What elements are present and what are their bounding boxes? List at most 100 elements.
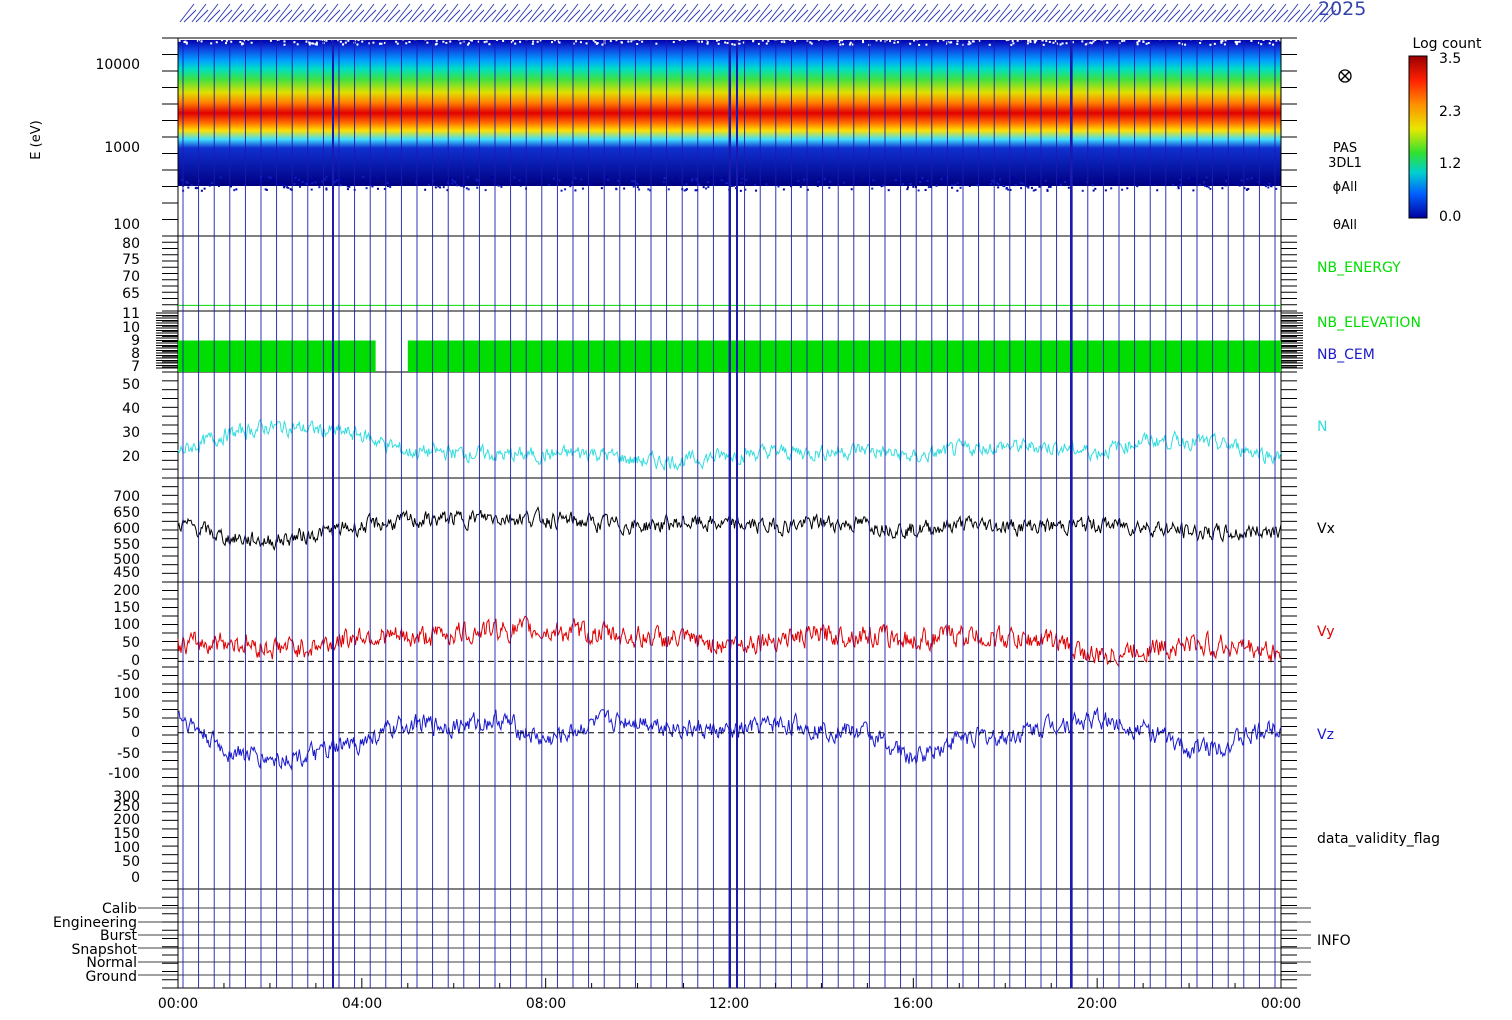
spectrogram-speckle — [380, 42, 383, 45]
spectrogram-speckle — [1016, 39, 1019, 42]
spectrogram-speckle — [1262, 38, 1265, 41]
spectrogram-speckle — [1052, 41, 1055, 44]
info-ytick-ground: Ground — [86, 969, 138, 985]
spectrogram-speckle — [247, 38, 250, 41]
spectrogram-speckle — [1012, 42, 1015, 45]
spectrogram-speckle — [697, 183, 700, 186]
validity-ytick-250: 250 — [113, 799, 140, 815]
info-ytick-engineering: Engineering — [53, 915, 137, 931]
colorbar-tick-1-2: 1.2 — [1439, 156, 1461, 172]
header-date-glyph — [203, 3, 221, 23]
spectrogram-speckle — [649, 189, 652, 192]
spectrogram-speckle — [1198, 183, 1201, 186]
spectrogram-speckle — [848, 43, 851, 46]
panel-vy: 200 150 100 50 0 -50 Vy — [113, 583, 1334, 684]
spectrogram-speckle — [1136, 41, 1139, 44]
nb-elev-ytick-7: 7 — [131, 359, 140, 375]
spectrogram-speckle — [516, 180, 519, 183]
spectrogram-speckle — [695, 177, 698, 180]
spectrogram-speckle — [432, 38, 435, 41]
spectrogram-speckle — [1033, 41, 1036, 44]
spectrogram-speckle — [755, 189, 758, 192]
header-date-glyph — [899, 3, 917, 23]
spectrogram-speckle — [1267, 38, 1270, 41]
spectrogram-speckle — [178, 39, 181, 42]
header-date-glyph — [503, 3, 521, 23]
spectrogram-speckle — [442, 40, 445, 43]
vx-label: Vx — [1317, 521, 1335, 537]
spectrogram-speckle — [630, 40, 633, 43]
spectrogram-speckle — [551, 41, 554, 44]
spectrogram-speckle — [376, 187, 379, 190]
header-date-glyph — [395, 3, 413, 23]
colorbar-scale — [1408, 55, 1428, 219]
header-date-glyph — [215, 3, 233, 23]
header-date-glyph — [1247, 3, 1265, 23]
spectrogram-speckle — [1203, 181, 1206, 184]
spectrogram-speckle — [738, 38, 741, 41]
spectrogram-speckle — [1027, 39, 1030, 42]
spectrogram-speckle — [331, 38, 334, 41]
spectrogram-speckle — [852, 38, 855, 41]
spectrogram-speckle — [402, 38, 405, 41]
spectrogram-speckle — [242, 42, 245, 45]
spectrogram-speckle — [638, 38, 641, 41]
spectrogram-speckle — [683, 189, 686, 192]
validity-ytick-0: 0 — [131, 870, 140, 886]
spectrogram-speckle — [233, 189, 236, 192]
spectrogram-speckle — [951, 183, 954, 186]
spectrogram-speckle — [278, 182, 281, 185]
spectrogram-speckle — [396, 42, 399, 45]
spectrogram-speckle — [971, 40, 974, 43]
header-date-glyph — [923, 3, 941, 23]
spectrogram-speckle — [783, 41, 786, 44]
spectrogram-speckle — [496, 38, 499, 41]
spectrogram-speckle — [572, 42, 575, 45]
spectrogram-speckle — [362, 179, 365, 182]
header-date-glyph — [1283, 3, 1301, 23]
panel-vx: 700 650 600 550 500 450 Vx — [113, 489, 1335, 581]
spectrogram-speckle — [1231, 180, 1234, 183]
spectrogram-speckle — [1026, 185, 1029, 188]
spectrogram-label-3dl1: 3DL1 — [1328, 156, 1362, 171]
spectrogram-speckle — [956, 189, 959, 192]
spectrogram-speckle — [382, 176, 385, 179]
spectrogram-speckle — [1270, 185, 1273, 188]
spectrogram-speckle — [636, 182, 639, 185]
spectrogram-speckle — [1081, 189, 1084, 192]
spectrogram-speckle — [1157, 180, 1160, 183]
spectrogram-speckle — [856, 177, 859, 180]
spectrogram-speckle — [797, 180, 800, 183]
spectrogram-speckle — [405, 42, 408, 45]
header-date-glyph — [695, 3, 713, 23]
header-date-glyph — [1043, 3, 1061, 23]
spectrogram-speckle — [916, 38, 919, 41]
spectrogram-speckle — [840, 38, 843, 41]
spectrogram-speckle — [449, 40, 452, 43]
header-date-glyph — [635, 3, 653, 23]
header-date-glyph — [935, 3, 953, 23]
x-tick-0000: 00:00 — [158, 996, 198, 1012]
spectrogram-speckle — [1010, 176, 1013, 179]
spectrogram-speckle — [1104, 189, 1107, 192]
panel-nb-elevation: 11 10 9 8 7 NB_ELEVATION NB_CEM — [122, 306, 1421, 375]
header-date-glyph — [1235, 3, 1253, 23]
spectrogram-speckle — [1091, 184, 1094, 187]
spectrogram-speckle — [757, 42, 760, 45]
spectrogram-speckle — [841, 39, 844, 42]
spectrogram-speckle — [424, 188, 427, 191]
spectrogram-speckle — [851, 43, 854, 46]
header-date-glyph — [287, 3, 305, 23]
spectrogram-speckle — [1188, 178, 1191, 181]
spectrogram-speckle — [557, 40, 560, 43]
x-tick-1200: 12:00 — [709, 996, 749, 1012]
spectrogram-speckle — [314, 181, 317, 184]
spectrogram-speckle — [1066, 177, 1069, 180]
spectrogram-speckle — [574, 189, 577, 192]
spectrogram-speckle — [215, 41, 218, 44]
spectrogram-label-phi: ϕAll — [1333, 180, 1358, 195]
spectrogram-speckle — [1204, 184, 1207, 187]
header-date-glyph — [1127, 3, 1145, 23]
header-date-glyph — [1295, 3, 1313, 23]
spectrogram-speckle — [907, 182, 910, 185]
